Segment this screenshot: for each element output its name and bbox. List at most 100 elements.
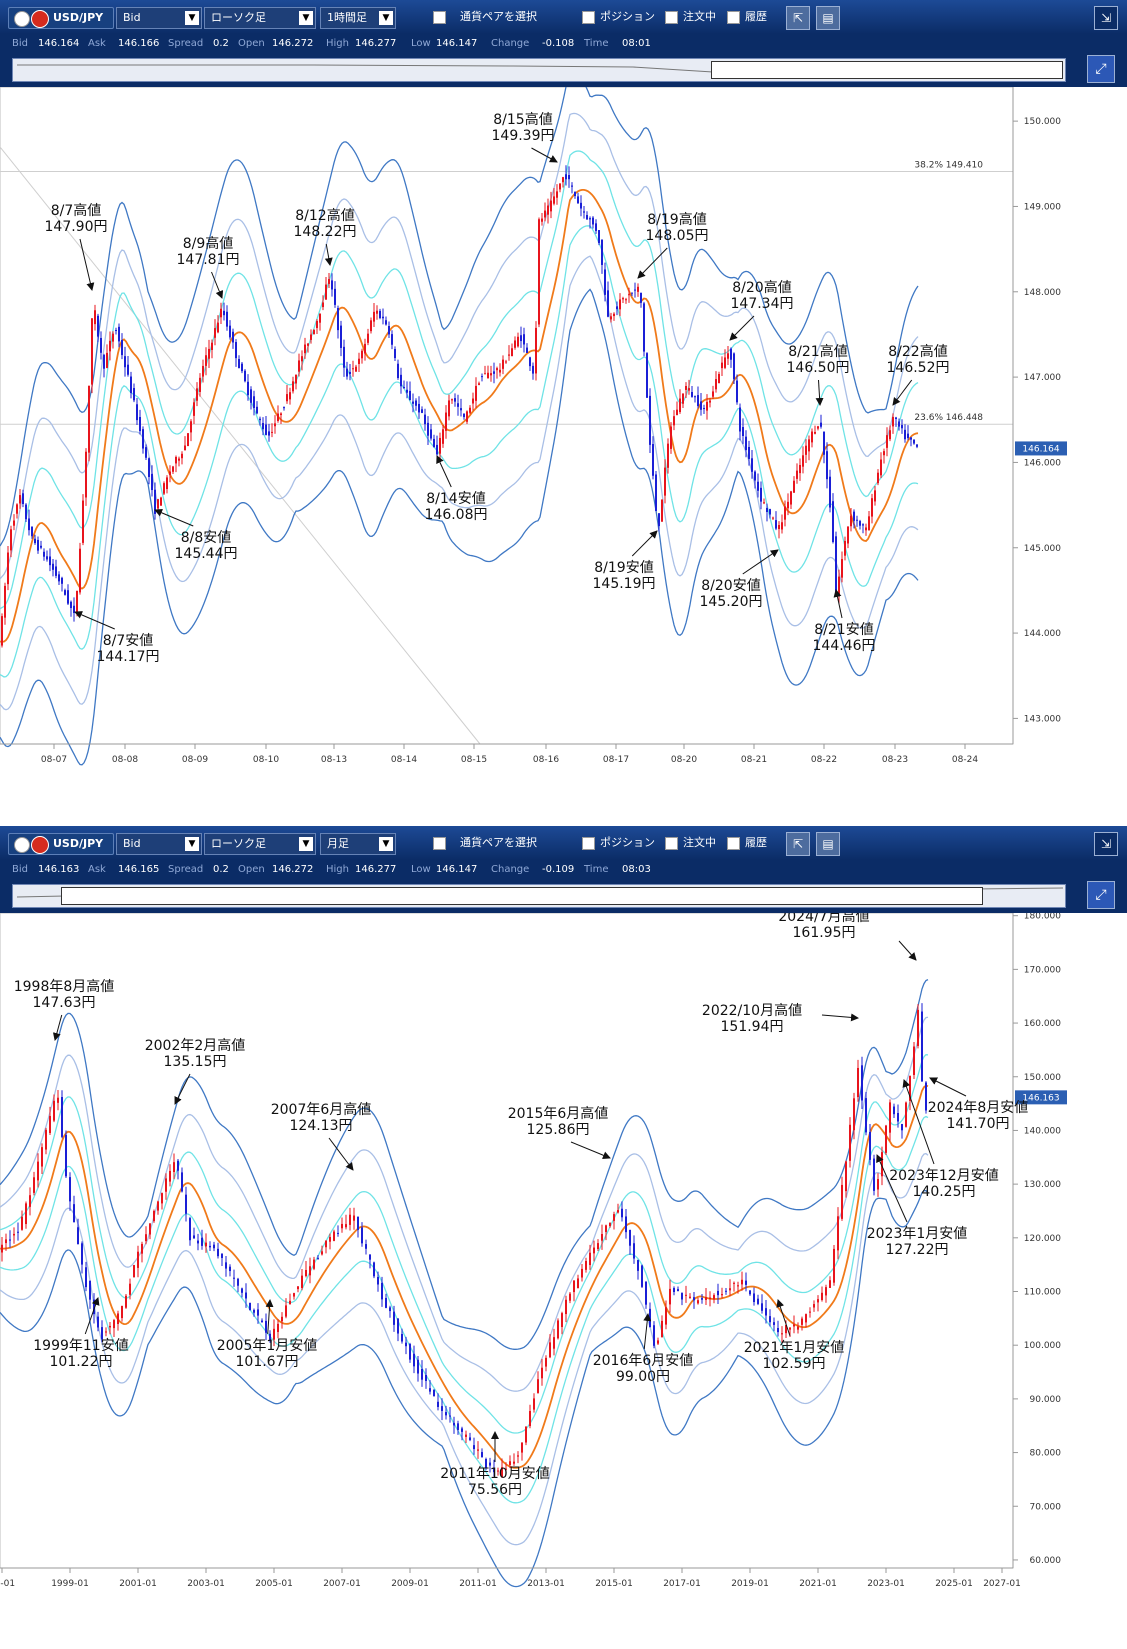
candle-body [109, 1325, 111, 1328]
candle-body [40, 545, 42, 548]
candle-body [401, 1333, 403, 1342]
timeframe-select[interactable]: 1時間足 ▼ [320, 7, 396, 29]
candle-body [465, 1434, 467, 1437]
candle-body [13, 1233, 15, 1236]
candle-body [913, 439, 915, 444]
annotation-arrow [929, 1077, 967, 1097]
candle-body [49, 556, 51, 566]
select-pair-label: 通貨ペアを選択 [460, 836, 537, 849]
currency-pair-selector[interactable]: USD/JPY [8, 7, 114, 29]
candle-body [739, 407, 741, 432]
chart-type-select[interactable]: ローソク足 ▼ [204, 833, 316, 855]
navigator-window[interactable] [61, 887, 983, 905]
candle-body [665, 1307, 667, 1325]
candle-body [613, 313, 615, 317]
candle-body [430, 429, 432, 439]
candle-body [733, 353, 735, 380]
candle-body [65, 1134, 67, 1177]
timeframe-select[interactable]: 月足 ▼ [320, 833, 396, 855]
currency-pair-selector[interactable]: USD/JPY [8, 833, 114, 855]
candle-body [697, 395, 699, 407]
annotation-arrow [174, 1073, 191, 1105]
position-label: ポジション [600, 10, 655, 23]
candle-body [285, 1305, 287, 1317]
candle-body [481, 376, 483, 378]
navigator-window[interactable] [711, 61, 1063, 79]
candle-body [682, 393, 684, 404]
bid-label: Bid [12, 38, 28, 49]
candle-body [523, 334, 525, 345]
candle-body [610, 316, 612, 320]
candle-body [281, 1316, 283, 1322]
annotation-title: 8/20安値 [701, 578, 760, 594]
history-checkbox[interactable] [727, 837, 740, 850]
candle-body [121, 1305, 123, 1319]
select-pair-checkbox[interactable] [433, 11, 446, 24]
candle-body [904, 429, 906, 440]
candle-body [209, 1245, 211, 1248]
candle-body [190, 421, 192, 433]
candle-body [796, 470, 798, 479]
ask-label: Ask [88, 864, 106, 875]
candle-body [673, 1288, 675, 1293]
candle-body [97, 1316, 99, 1328]
candle-body [268, 431, 270, 436]
candle-body [586, 215, 588, 220]
export-icon[interactable]: ⇱ [786, 832, 810, 856]
open-value: 146.272 [272, 38, 314, 49]
candle-body [112, 333, 114, 342]
candle-body [7, 552, 9, 585]
annotation-value: 135.15円 [164, 1054, 227, 1070]
hourly-chart-panel: USD/JPY Bid ▼ ローソク足 ▼ 1時間足 ▼ 通貨ペアを選択 ポジシ… [0, 0, 1127, 820]
price-type-select[interactable]: Bid ▼ [116, 7, 202, 29]
orders-checkbox[interactable] [665, 837, 678, 850]
navigator-expand-icon[interactable]: ⤢ [1087, 55, 1115, 83]
band-outer-upper [0, 87, 919, 547]
orders-checkbox[interactable] [665, 11, 678, 24]
candle-body [717, 1290, 719, 1296]
popout-icon[interactable]: ⇲ [1094, 6, 1118, 30]
chevron-down-icon: ▼ [299, 837, 313, 851]
candle-body [481, 1452, 483, 1458]
candle-body [238, 359, 240, 369]
candle-body [634, 289, 636, 291]
navigator-expand-icon[interactable]: ⤢ [1087, 881, 1115, 909]
candle-body [757, 1298, 759, 1304]
candle-body [157, 1201, 159, 1211]
candle-body [265, 424, 267, 435]
fib-value-label: 146.448 [946, 413, 983, 423]
candle-body [358, 358, 360, 364]
export-icon[interactable]: ⇱ [786, 6, 810, 30]
candle-body [925, 1082, 927, 1111]
x-tick-label: 1999-01 [51, 1579, 89, 1589]
popout-icon[interactable]: ⇲ [1094, 832, 1118, 856]
monthly-chart-panel: USD/JPY Bid ▼ ローソク足 ▼ 月足 ▼ 通貨ペアを選択 ポジション… [0, 826, 1127, 1649]
chart-type-select[interactable]: ローソク足 ▼ [204, 7, 316, 29]
high-label: High [326, 38, 349, 49]
candle-body [616, 306, 618, 310]
band-inner-lower [0, 225, 919, 678]
position-checkbox[interactable] [582, 11, 595, 24]
candle-body [821, 1292, 823, 1301]
candle-body [19, 495, 21, 504]
window-icon[interactable]: ▤ [816, 832, 840, 856]
position-checkbox[interactable] [582, 837, 595, 850]
candle-body [799, 464, 801, 474]
candle-body [91, 318, 93, 385]
candle-body [685, 1294, 687, 1296]
chart-navigator[interactable] [12, 58, 1066, 82]
history-checkbox[interactable] [727, 11, 740, 24]
select-pair-checkbox[interactable] [433, 837, 446, 850]
quote-bar: Bid 146.164 Ask 146.166 Spread 0.2 Open … [0, 36, 1127, 54]
price-type-select[interactable]: Bid ▼ [116, 833, 202, 855]
candle-body [502, 359, 504, 369]
window-icon[interactable]: ▤ [816, 6, 840, 30]
chart-navigator[interactable] [12, 884, 1066, 908]
band-inner-upper [0, 1054, 929, 1434]
y-tick-label: 110.000 [1024, 1288, 1061, 1298]
candle-body [646, 353, 648, 398]
candle-body [721, 362, 723, 369]
candle-body [547, 205, 549, 215]
annotation-value: 145.20円 [700, 594, 763, 610]
annotation-value: 144.46円 [813, 638, 876, 654]
